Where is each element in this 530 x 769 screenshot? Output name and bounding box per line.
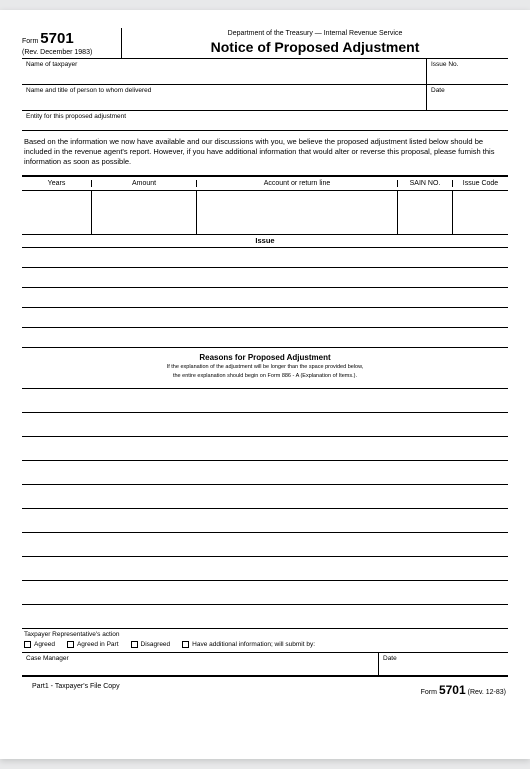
issue-line[interactable] [22, 248, 508, 268]
amount-cell[interactable] [92, 191, 197, 234]
footer-right: Form 5701 (Rev. 12-83) [421, 683, 506, 697]
disagreed-option[interactable]: Disagreed [131, 641, 171, 648]
footer-left: Part1 - Taxpayer's File Copy [32, 683, 120, 697]
reasons-title: Reasons for Proposed Adjustment [22, 353, 508, 362]
agreed-part-label: Agreed in Part [77, 641, 119, 648]
issue-section-label: Issue [22, 235, 508, 248]
disagreed-checkbox[interactable] [131, 641, 138, 648]
case-manager-field[interactable]: Case Manager [22, 653, 378, 675]
actions-row: Taxpayer Representative's action Agreed … [22, 629, 508, 653]
footer-form-word: Form [421, 689, 437, 696]
sain-cell[interactable] [398, 191, 453, 234]
reasons-line[interactable] [22, 509, 508, 533]
reasons-header: Reasons for Proposed Adjustment If the e… [22, 348, 508, 388]
reasons-line[interactable] [22, 485, 508, 509]
issue-line[interactable] [22, 328, 508, 348]
form-number-box: Form 5701 (Rev. December 1983) [22, 28, 122, 58]
reasons-line[interactable] [22, 605, 508, 629]
actions-label: Taxpayer Representative's action [24, 631, 506, 638]
form-title: Notice of Proposed Adjustment [122, 39, 508, 55]
issue-line[interactable] [22, 268, 508, 288]
reasons-line[interactable] [22, 533, 508, 557]
agreed-part-checkbox[interactable] [67, 641, 74, 648]
disagreed-label: Disagreed [141, 641, 171, 648]
department-line: Department of the Treasury — Internal Re… [122, 30, 508, 37]
taxpayer-row: Name of taxpayer Issue No. [22, 59, 508, 85]
reasons-line[interactable] [22, 437, 508, 461]
issue-no-field[interactable]: Issue No. [426, 59, 508, 84]
col-issuecode-header: Issue Code [453, 180, 508, 187]
date-field[interactable]: Date [426, 85, 508, 110]
form-word: Form [22, 38, 38, 45]
reasons-lines [22, 389, 508, 629]
form-page: Form 5701 (Rev. December 1983) Departmen… [0, 10, 530, 759]
issue-line[interactable] [22, 308, 508, 328]
intro-text: Based on the information we now have ava… [22, 131, 508, 177]
reasons-line[interactable] [22, 389, 508, 413]
agreed-option[interactable]: Agreed [24, 641, 55, 648]
col-years-header: Years [22, 180, 92, 187]
checkbox-row: Agreed Agreed in Part Disagreed Have add… [24, 641, 506, 648]
manager-row: Case Manager Date [22, 653, 508, 677]
entity-label: Entity for this proposed adjustment [26, 113, 126, 120]
reasons-sub1: If the explanation of the adjustment wil… [22, 364, 508, 371]
entity-row[interactable]: Entity for this proposed adjustment [22, 111, 508, 131]
col-sain-header: SAIN NO. [398, 180, 453, 187]
intro-paragraph: Based on the information we now have ava… [24, 137, 494, 166]
footer-rev: (Rev. 12-83) [468, 689, 506, 696]
col-amount-header: Amount [92, 180, 197, 187]
title-box: Department of the Treasury — Internal Re… [122, 28, 508, 58]
table-header: Years Amount Account or return line SAIN… [22, 177, 508, 191]
footer: Part1 - Taxpayer's File Copy Form 5701 (… [22, 677, 508, 697]
additional-option[interactable]: Have additional information; will submit… [182, 641, 315, 648]
delivered-row: Name and title of person to whom deliver… [22, 85, 508, 111]
reasons-line[interactable] [22, 581, 508, 605]
reasons-line[interactable] [22, 413, 508, 437]
reasons-line[interactable] [22, 557, 508, 581]
agreed-checkbox[interactable] [24, 641, 31, 648]
actions-cell: Taxpayer Representative's action Agreed … [24, 631, 506, 648]
delivered-to-field[interactable]: Name and title of person to whom deliver… [22, 85, 426, 110]
issue-line[interactable] [22, 288, 508, 308]
years-cell[interactable] [22, 191, 92, 234]
revision-date: (Rev. December 1983) [22, 49, 117, 56]
manager-date-field[interactable]: Date [378, 653, 508, 675]
reasons-line[interactable] [22, 461, 508, 485]
form-number: 5701 [40, 30, 73, 47]
agreed-part-option[interactable]: Agreed in Part [67, 641, 119, 648]
col-account-header: Account or return line [197, 180, 398, 187]
taxpayer-name-field[interactable]: Name of taxpayer [22, 59, 426, 84]
footer-form-number: 5701 [439, 683, 466, 697]
agreed-label: Agreed [34, 641, 55, 648]
issue-lines [22, 248, 508, 348]
additional-label: Have additional information; will submit… [192, 641, 315, 648]
reasons-sub2: the entire explanation should begin on F… [22, 373, 508, 380]
header: Form 5701 (Rev. December 1983) Departmen… [22, 28, 508, 59]
account-cell[interactable] [197, 191, 398, 234]
additional-checkbox[interactable] [182, 641, 189, 648]
table-body [22, 191, 508, 235]
issuecode-cell[interactable] [453, 191, 508, 234]
